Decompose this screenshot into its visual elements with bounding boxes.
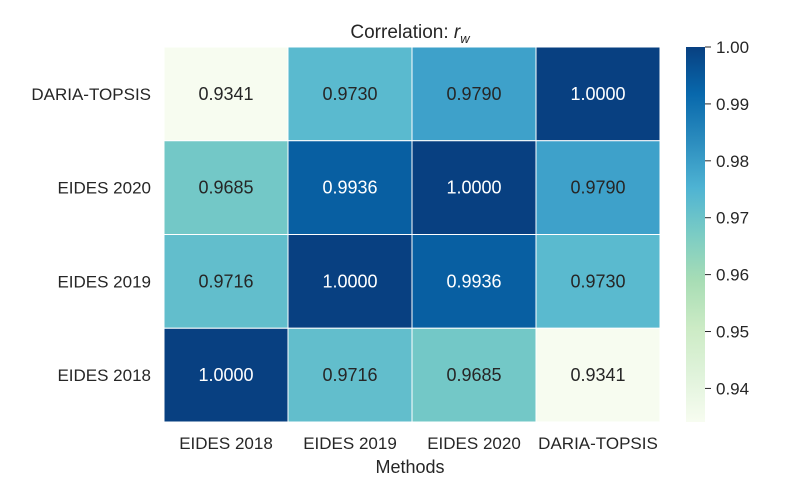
chart-title-text: Correlation: xyxy=(350,22,454,43)
cell-value-label: 0.9790 xyxy=(446,84,501,104)
colorbar-tick-label: 0.99 xyxy=(716,95,749,114)
heatmap-cell xyxy=(411,234,537,329)
chart-title-subscript: w xyxy=(460,31,471,46)
cell-value-label: 0.9936 xyxy=(446,271,501,291)
cell-value-label: 0.9716 xyxy=(322,365,377,385)
cell-value-label: 1.0000 xyxy=(446,178,501,198)
colorbar-tick-label: 0.97 xyxy=(716,209,749,228)
x-tick-label: EIDES 2019 xyxy=(303,434,397,453)
y-tick-label: EIDES 2019 xyxy=(57,272,151,291)
chart-title-symbol: r xyxy=(454,22,461,43)
heatmap-cell-labels: 0.9341 0.9730 0.9790 1.0000 0.9685 0.9936 1.00… xyxy=(198,84,625,385)
colorbar-tick-label: 0.94 xyxy=(716,379,749,398)
heatmap-cell xyxy=(163,327,289,423)
x-axis-tick-labels: EIDES 2018 EIDES 2019 EIDES 2020 DARIA-TOPS… xyxy=(179,434,658,453)
colorbar-ticks: 0.94 0.95 0.96 0.97 0.98 0.99 1.00 xyxy=(705,38,749,398)
heatmap-cell xyxy=(163,46,289,142)
cell-value-label: 1.0000 xyxy=(198,365,253,385)
heatmap-cell xyxy=(411,327,537,423)
heatmap-cell xyxy=(535,327,661,423)
y-tick-label: DARIA-TOPSIS xyxy=(31,85,151,104)
cell-value-label: 0.9730 xyxy=(570,271,625,291)
heatmap-cell xyxy=(287,46,413,142)
colorbar xyxy=(686,47,705,422)
y-tick-label: EIDES 2018 xyxy=(57,366,151,385)
heatmap-cell xyxy=(535,234,661,329)
x-tick-label: EIDES 2020 xyxy=(427,434,521,453)
x-tick-label: DARIA-TOPSIS xyxy=(538,434,658,453)
cell-value-label: 0.9730 xyxy=(322,84,377,104)
y-tick-label: EIDES 2020 xyxy=(57,179,151,198)
colorbar-tick-label: 0.98 xyxy=(716,152,749,171)
cell-value-label: 0.9936 xyxy=(322,178,377,198)
colorbar-tick-label: 1.00 xyxy=(716,38,749,57)
cell-value-label: 0.9685 xyxy=(198,178,253,198)
heatmap-cell xyxy=(535,140,661,235)
x-axis-label: Methods xyxy=(375,457,444,477)
heatmap-cell xyxy=(163,234,289,329)
colorbar-tick-label: 0.95 xyxy=(716,323,749,342)
heatmap-cell xyxy=(287,234,413,329)
y-axis-tick-labels: DARIA-TOPSIS EIDES 2020 EIDES 2019 EIDES 20… xyxy=(31,85,151,385)
cell-value-label: 1.0000 xyxy=(570,84,625,104)
cell-value-label: 0.9685 xyxy=(446,365,501,385)
heatmap-cells xyxy=(163,46,661,423)
colorbar-tick-label: 0.96 xyxy=(716,266,749,285)
cell-value-label: 0.9716 xyxy=(198,271,253,291)
cell-value-label: 0.9790 xyxy=(570,178,625,198)
x-tick-label: EIDES 2018 xyxy=(179,434,273,453)
cell-value-label: 0.9341 xyxy=(570,365,625,385)
cell-value-label: 0.9341 xyxy=(198,84,253,104)
chart-title: Correlation: rw xyxy=(350,22,471,46)
cell-value-label: 1.0000 xyxy=(322,271,377,291)
